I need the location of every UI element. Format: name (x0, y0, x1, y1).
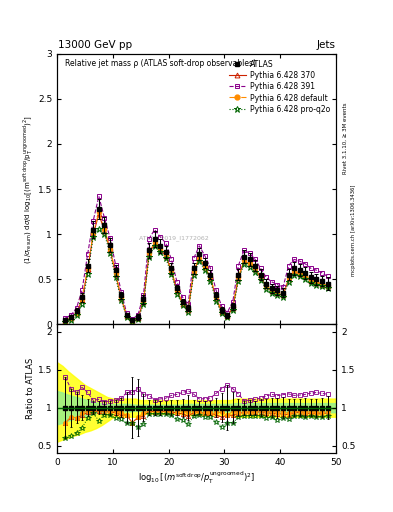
Y-axis label: Ratio to ATLAS: Ratio to ATLAS (26, 358, 35, 419)
Y-axis label: $(1/\sigma_\mathrm{resum})$ d$\sigma$/d log$_{10}$[(m$^{\rm soft\,drop}$/p$_{\rm: $(1/\sigma_\mathrm{resum})$ d$\sigma$/d … (21, 115, 35, 264)
Text: Rivet 3.1.10, ≥ 3M events: Rivet 3.1.10, ≥ 3M events (343, 102, 347, 174)
Text: ATLAS 2019_I1772062: ATLAS 2019_I1772062 (139, 235, 209, 241)
X-axis label: $\log_{10}[(m^{\rm soft\,drop}/p_{\rm T}^{\rm ungroomed})^2]$: $\log_{10}[(m^{\rm soft\,drop}/p_{\rm T}… (138, 470, 255, 486)
Text: Jets: Jets (316, 40, 335, 50)
Text: mcplots.cern.ch [arXiv:1306.3436]: mcplots.cern.ch [arXiv:1306.3436] (351, 185, 356, 276)
Legend: ATLAS, Pythia 6.428 370, Pythia 6.428 391, Pythia 6.428 default, Pythia 6.428 pr: ATLAS, Pythia 6.428 370, Pythia 6.428 39… (227, 57, 332, 116)
Text: Relative jet mass ρ (ATLAS soft-drop observables): Relative jet mass ρ (ATLAS soft-drop obs… (65, 59, 256, 68)
Text: 13000 GeV pp: 13000 GeV pp (58, 40, 132, 50)
